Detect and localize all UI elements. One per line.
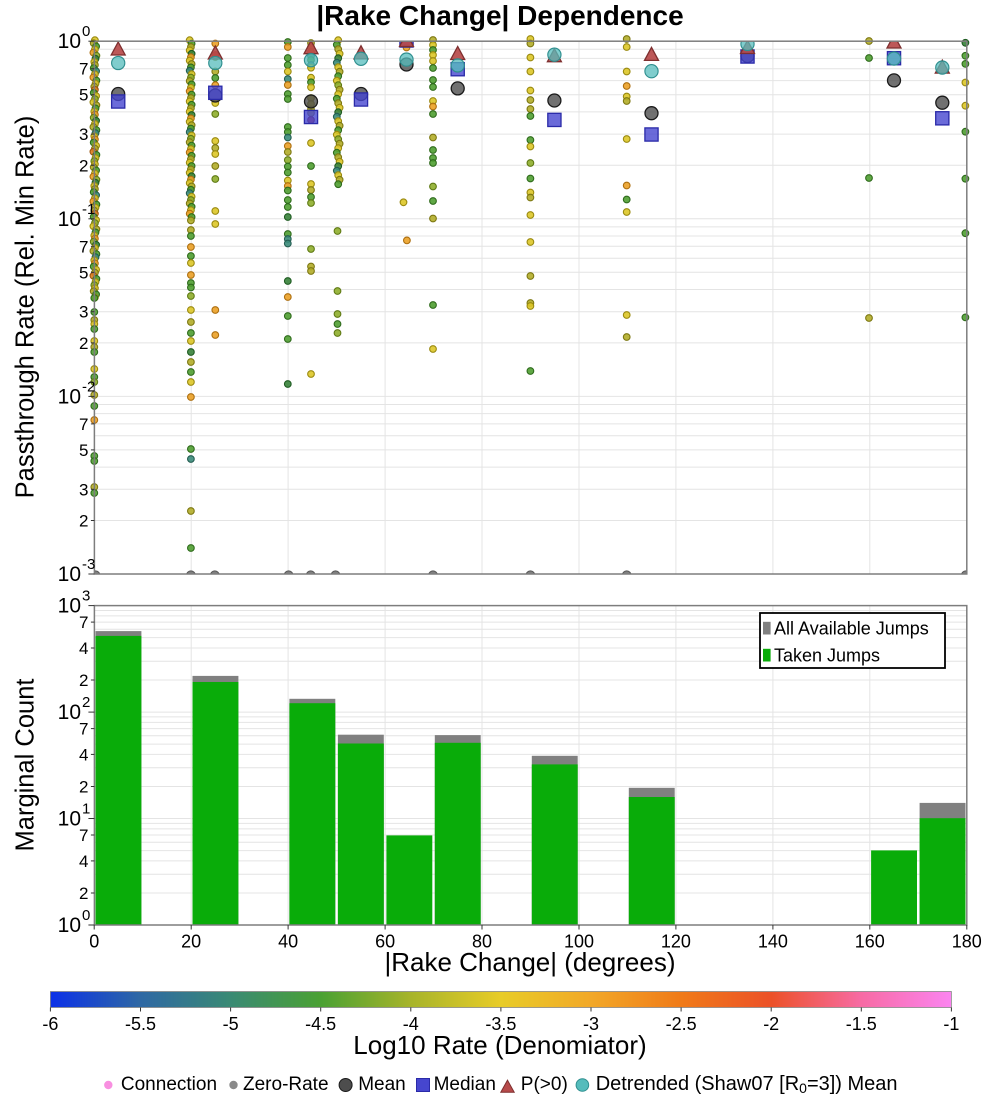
svg-text:10: 10 bbox=[58, 595, 81, 618]
svg-text:120: 120 bbox=[661, 932, 691, 952]
svg-text:Detrended (Shaw07 [R0=3]) Mean: Detrended (Shaw07 [R0=3]) Mean bbox=[596, 1073, 898, 1096]
svg-text:7: 7 bbox=[79, 613, 88, 632]
svg-text:-3: -3 bbox=[583, 1014, 599, 1034]
svg-text:160: 160 bbox=[855, 932, 885, 952]
svg-text:3: 3 bbox=[82, 588, 90, 605]
svg-text:2: 2 bbox=[79, 512, 88, 531]
svg-text:7: 7 bbox=[79, 415, 88, 434]
svg-text:3: 3 bbox=[79, 480, 88, 499]
svg-text:60: 60 bbox=[375, 932, 395, 952]
svg-text:10: 10 bbox=[58, 914, 81, 937]
svg-text:-1.5: -1.5 bbox=[846, 1014, 877, 1034]
svg-text:-1: -1 bbox=[943, 1014, 959, 1034]
svg-text:7: 7 bbox=[79, 826, 88, 845]
svg-text:10: 10 bbox=[58, 701, 81, 724]
svg-text:140: 140 bbox=[758, 932, 788, 952]
svg-text:2: 2 bbox=[79, 671, 88, 690]
svg-text:Connection: Connection bbox=[121, 1074, 217, 1095]
svg-text:-2.5: -2.5 bbox=[666, 1014, 697, 1034]
svg-text:-5.5: -5.5 bbox=[125, 1014, 156, 1034]
svg-text:20: 20 bbox=[181, 932, 201, 952]
svg-text:-3.5: -3.5 bbox=[485, 1014, 516, 1034]
svg-text:10: 10 bbox=[58, 30, 81, 53]
svg-text:-2: -2 bbox=[82, 378, 95, 395]
svg-text:-2: -2 bbox=[763, 1014, 779, 1034]
svg-text:-5: -5 bbox=[223, 1014, 239, 1034]
svg-text:3: 3 bbox=[79, 303, 88, 322]
svg-text:Median: Median bbox=[434, 1074, 496, 1095]
svg-text:7: 7 bbox=[79, 60, 88, 79]
svg-text:2: 2 bbox=[82, 694, 90, 711]
svg-text:-4.5: -4.5 bbox=[305, 1014, 336, 1034]
svg-text:80: 80 bbox=[472, 932, 492, 952]
svg-text:Log10 Rate (Denomiator): Log10 Rate (Denomiator) bbox=[353, 1030, 646, 1060]
svg-text:1: 1 bbox=[82, 801, 90, 818]
svg-text:Mean: Mean bbox=[358, 1074, 406, 1095]
svg-text:10: 10 bbox=[58, 808, 81, 831]
svg-text:|Rake Change| (degrees): |Rake Change| (degrees) bbox=[384, 947, 675, 977]
svg-text:4: 4 bbox=[79, 639, 88, 658]
svg-text:0: 0 bbox=[82, 23, 90, 40]
svg-text:4: 4 bbox=[79, 852, 88, 871]
svg-text:-3: -3 bbox=[82, 556, 95, 573]
svg-text:-6: -6 bbox=[42, 1014, 58, 1034]
svg-text:Marginal Count: Marginal Count bbox=[12, 679, 40, 852]
svg-text:5: 5 bbox=[79, 86, 88, 105]
svg-text:10: 10 bbox=[58, 385, 81, 408]
svg-text:|Rake Change| Dependence: |Rake Change| Dependence bbox=[316, 0, 683, 31]
svg-text:Zero-Rate: Zero-Rate bbox=[243, 1074, 329, 1095]
svg-text:10: 10 bbox=[58, 563, 81, 586]
svg-text:2: 2 bbox=[79, 884, 88, 903]
svg-text:4: 4 bbox=[79, 745, 88, 764]
svg-text:2: 2 bbox=[79, 334, 88, 353]
svg-text:7: 7 bbox=[79, 237, 88, 256]
svg-text:40: 40 bbox=[278, 932, 298, 952]
svg-text:-1: -1 bbox=[82, 201, 95, 218]
svg-text:180: 180 bbox=[952, 932, 982, 952]
svg-text:Passthrough Rate (Rel. Min Rat: Passthrough Rate (Rel. Min Rate) bbox=[12, 116, 40, 499]
svg-text:0: 0 bbox=[82, 907, 90, 924]
svg-text:P(>0): P(>0) bbox=[521, 1074, 568, 1095]
svg-text:Taken Jumps: Taken Jumps bbox=[774, 646, 880, 666]
svg-text:All Available Jumps: All Available Jumps bbox=[774, 619, 929, 639]
svg-text:-4: -4 bbox=[403, 1014, 419, 1034]
svg-text:0: 0 bbox=[89, 932, 99, 952]
svg-text:5: 5 bbox=[79, 441, 88, 460]
svg-text:100: 100 bbox=[564, 932, 594, 952]
svg-text:2: 2 bbox=[79, 156, 88, 175]
svg-text:5: 5 bbox=[79, 263, 88, 282]
svg-text:3: 3 bbox=[79, 125, 88, 144]
svg-text:2: 2 bbox=[79, 778, 88, 797]
svg-text:10: 10 bbox=[58, 208, 81, 231]
svg-text:7: 7 bbox=[79, 720, 88, 739]
